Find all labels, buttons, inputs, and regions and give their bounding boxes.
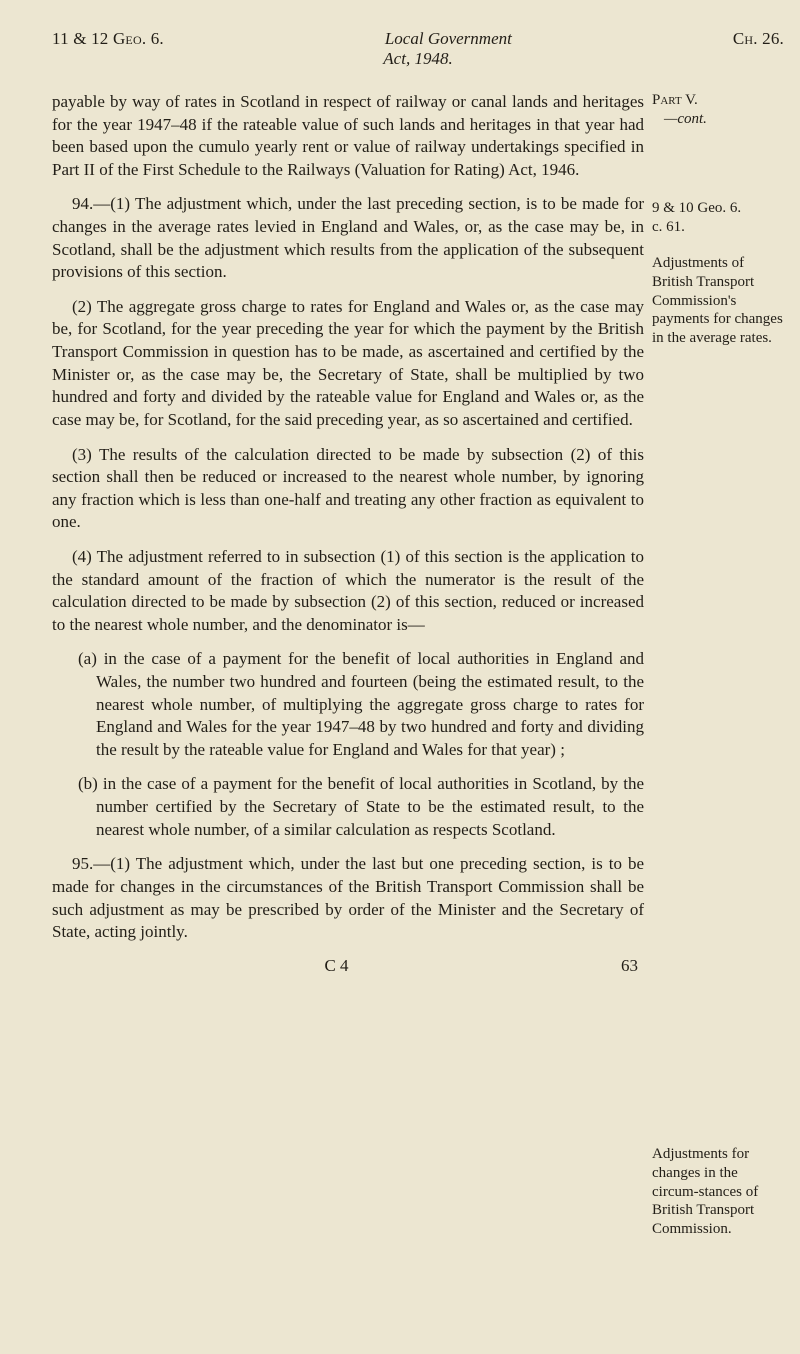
para-94-4: (4) The adjustment referred to in subsec… <box>52 546 644 636</box>
statute-citation: 11 & 12 Geo. 6. <box>52 30 164 47</box>
page-number: 63 <box>621 956 644 976</box>
signature-mark: C 4 <box>52 956 621 976</box>
list-item-b: (b) in the case of a payment for the ben… <box>96 773 644 841</box>
para-95-1: 95.—(1) The adjustment which, under the … <box>52 853 644 943</box>
para-94-1: 94.—(1) The adjustment which, under the … <box>52 193 644 283</box>
act-title-line1: Local Government <box>164 30 733 47</box>
list-item-a: (a) in the case of a payment for the ben… <box>96 648 644 761</box>
margin-note-s94: Adjustments of British Transport Commiss… <box>652 254 784 348</box>
page-footer: C 4 63 <box>52 956 644 976</box>
margin-note-part: Part V. —cont. <box>652 91 784 129</box>
page: 11 & 12 Geo. 6. Local Government Ch. 26.… <box>0 0 800 1354</box>
margin-note-s95: Adjustments for changes in the circum-st… <box>652 1145 784 1239</box>
body-area: Part V. —cont. 9 & 10 Geo. 6. c. 61. Adj… <box>52 91 784 976</box>
chapter-number: Ch. 26. <box>733 30 784 47</box>
para-94-2: (2) The aggregate gross charge to rates … <box>52 296 644 432</box>
para-carryover: payable by way of rates in Scotland in r… <box>52 91 644 181</box>
para-94-3: (3) The results of the calculation direc… <box>52 444 644 534</box>
part-label: Part V. <box>652 92 698 108</box>
cont-label: —cont. <box>652 111 707 127</box>
stat-ref-line1: 9 & 10 Geo. 6. <box>652 200 741 216</box>
running-header: 11 & 12 Geo. 6. Local Government Ch. 26. <box>52 30 784 47</box>
margin-note-statref: 9 & 10 Geo. 6. c. 61. <box>652 199 784 237</box>
act-title-line2: Act, 1948. <box>52 49 784 69</box>
stat-ref-line2: c. 61. <box>652 219 685 235</box>
